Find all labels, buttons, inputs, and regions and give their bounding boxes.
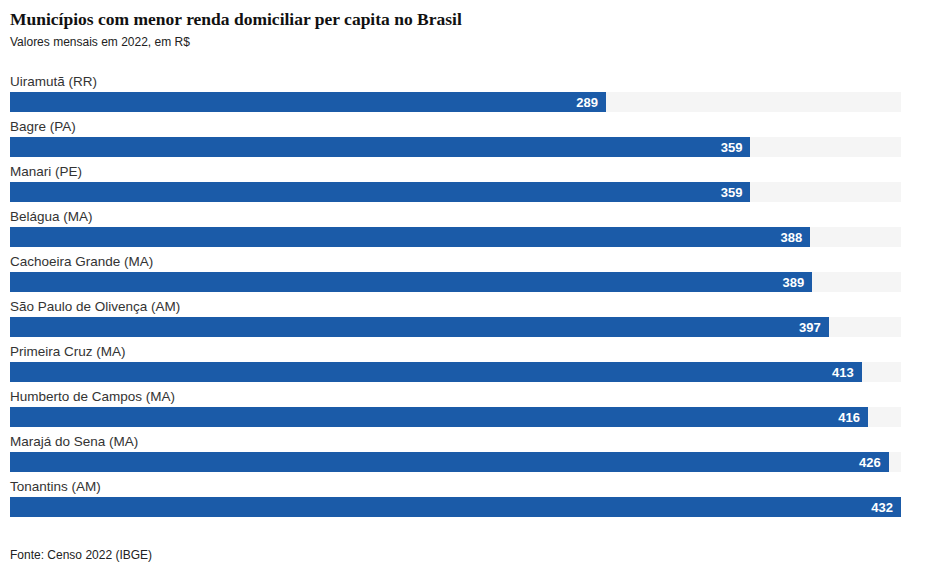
bar-value: 388 — [781, 230, 811, 245]
bar: 397 — [10, 317, 829, 337]
bar-track: 416 — [10, 407, 901, 427]
bar: 416 — [10, 407, 868, 427]
bar-track: 289 — [10, 92, 901, 112]
bar-row: Manari (PE) 359 — [10, 165, 901, 202]
bar-value: 397 — [799, 320, 829, 335]
bar-track: 388 — [10, 227, 901, 247]
source-note: Fonte: Censo 2022 (IBGE) — [10, 548, 901, 562]
bar-track: 426 — [10, 452, 901, 472]
bar: 359 — [10, 182, 750, 202]
bar: 413 — [10, 362, 862, 382]
bar-row: São Paulo de Olivença (AM) 397 — [10, 300, 901, 337]
bar-label: Tonantins (AM) — [10, 480, 901, 494]
bar-chart: Uiramutã (RR) 289 Bagre (PA) 359 Manari … — [10, 75, 901, 517]
bar-row: Uiramutã (RR) 289 — [10, 75, 901, 112]
bar-label: Uiramutã (RR) — [10, 75, 901, 89]
bar-track: 359 — [10, 137, 901, 157]
bar-label: Belágua (MA) — [10, 210, 901, 224]
bar-label: Manari (PE) — [10, 165, 901, 179]
bar-row: Tonantins (AM) 432 — [10, 480, 901, 517]
bar-label: São Paulo de Olivença (AM) — [10, 300, 901, 314]
bar-row: Humberto de Campos (MA) 416 — [10, 390, 901, 427]
bar: 289 — [10, 92, 606, 112]
bar: 426 — [10, 452, 889, 472]
chart-page: Municípios com menor renda domiciliar pe… — [0, 0, 926, 562]
bar-label: Primeira Cruz (MA) — [10, 345, 901, 359]
chart-title: Municípios com menor renda domiciliar pe… — [10, 8, 901, 30]
bar-label: Bagre (PA) — [10, 120, 901, 134]
bar-row: Marajá do Sena (MA) 426 — [10, 435, 901, 472]
bar-row: Cachoeira Grande (MA) 389 — [10, 255, 901, 292]
bar-row: Bagre (PA) 359 — [10, 120, 901, 157]
bar: 432 — [10, 497, 901, 517]
bar-value: 389 — [783, 275, 813, 290]
bar-row: Belágua (MA) 388 — [10, 210, 901, 247]
bar-value: 359 — [721, 140, 751, 155]
bar: 359 — [10, 137, 750, 157]
bar-label: Marajá do Sena (MA) — [10, 435, 901, 449]
bar-track: 359 — [10, 182, 901, 202]
bar: 388 — [10, 227, 810, 247]
bar-value: 413 — [832, 365, 862, 380]
bar-row: Primeira Cruz (MA) 413 — [10, 345, 901, 382]
bar-track: 413 — [10, 362, 901, 382]
bar-track: 389 — [10, 272, 901, 292]
bar-track: 432 — [10, 497, 901, 517]
bar-label: Humberto de Campos (MA) — [10, 390, 901, 404]
bar-value: 432 — [871, 500, 901, 515]
bar-value: 289 — [576, 95, 606, 110]
bar-value: 359 — [721, 185, 751, 200]
chart-subtitle: Valores mensais em 2022, em R$ — [10, 35, 901, 49]
bar: 389 — [10, 272, 812, 292]
bar-label: Cachoeira Grande (MA) — [10, 255, 901, 269]
bar-track: 397 — [10, 317, 901, 337]
bar-value: 426 — [859, 455, 889, 470]
bar-value: 416 — [838, 410, 868, 425]
